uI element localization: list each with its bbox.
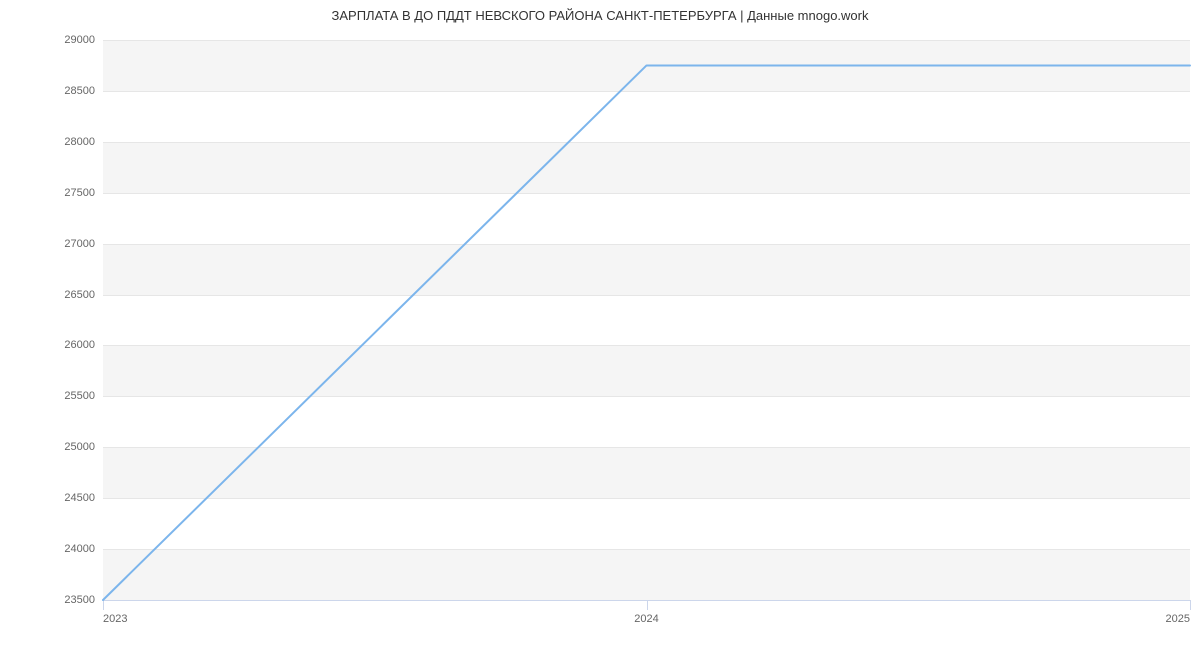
y-tick-label: 25500 (64, 390, 95, 402)
salary-line-chart: ЗАРПЛАТА В ДО ПДДТ НЕВСКОГО РАЙОНА САНКТ… (0, 0, 1200, 650)
x-tick-mark (1190, 600, 1191, 610)
x-tick-label: 2025 (1166, 613, 1190, 625)
series-line-salary[interactable] (103, 65, 1190, 600)
chart-title: ЗАРПЛАТА В ДО ПДДТ НЕВСКОГО РАЙОНА САНКТ… (0, 8, 1200, 23)
y-tick-label: 28500 (64, 85, 95, 97)
y-tick-label: 25000 (64, 441, 95, 453)
y-tick-label: 27000 (64, 238, 95, 250)
x-tick-mark (647, 600, 648, 610)
y-tick-label: 24500 (64, 492, 95, 504)
y-tick-label: 27500 (64, 187, 95, 199)
y-tick-label: 26000 (64, 339, 95, 351)
y-tick-label: 24000 (64, 543, 95, 555)
series-layer (103, 40, 1190, 600)
plot-area: 2350024000245002500025500260002650027000… (103, 40, 1190, 600)
y-tick-label: 26500 (64, 289, 95, 301)
x-tick-mark (103, 600, 104, 610)
x-tick-label: 2024 (634, 613, 658, 625)
y-tick-label: 29000 (64, 34, 95, 46)
x-tick-label: 2023 (103, 613, 127, 625)
y-tick-label: 23500 (64, 594, 95, 606)
y-tick-label: 28000 (64, 136, 95, 148)
